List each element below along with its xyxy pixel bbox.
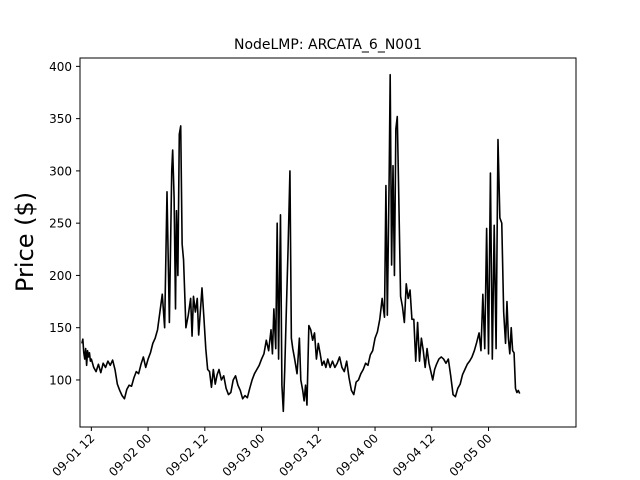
plot-frame — [79, 57, 577, 428]
y-tick-label: 150 — [49, 321, 72, 335]
x-axis: 09-01 12 09-02 00 09-02 12 09-03 00 09-03 12… — [49, 427, 495, 479]
x-tick-label: 09-03 00 — [220, 431, 268, 479]
chart-title: NodeLMP: ARCATA_6_N001 — [234, 37, 422, 53]
x-tick-label: 09-01 12 — [49, 431, 97, 479]
x-tick-label: 09-02 12 — [163, 431, 211, 479]
y-tick-label: 300 — [49, 164, 72, 178]
x-tick-label: 09-04 00 — [333, 431, 381, 479]
x-tick-label: 09-04 12 — [390, 431, 438, 479]
y-tick-label: 200 — [49, 269, 72, 283]
y-tick-label: 400 — [49, 60, 72, 74]
y-tick-label: 350 — [49, 112, 72, 126]
y-axis-label: Price ($) — [11, 192, 39, 292]
x-tick-label: 09-02 00 — [106, 431, 154, 479]
x-tick-label: 09-05 00 — [447, 431, 495, 479]
y-axis: 100 150 200 250 300 350 400 — [49, 60, 80, 387]
y-tick-label: 250 — [49, 217, 72, 231]
y-tick-label: 100 — [49, 373, 72, 387]
plot-area — [81, 73, 521, 413]
x-tick-label: 09-03 12 — [276, 431, 324, 479]
price-series-line — [81, 73, 521, 413]
